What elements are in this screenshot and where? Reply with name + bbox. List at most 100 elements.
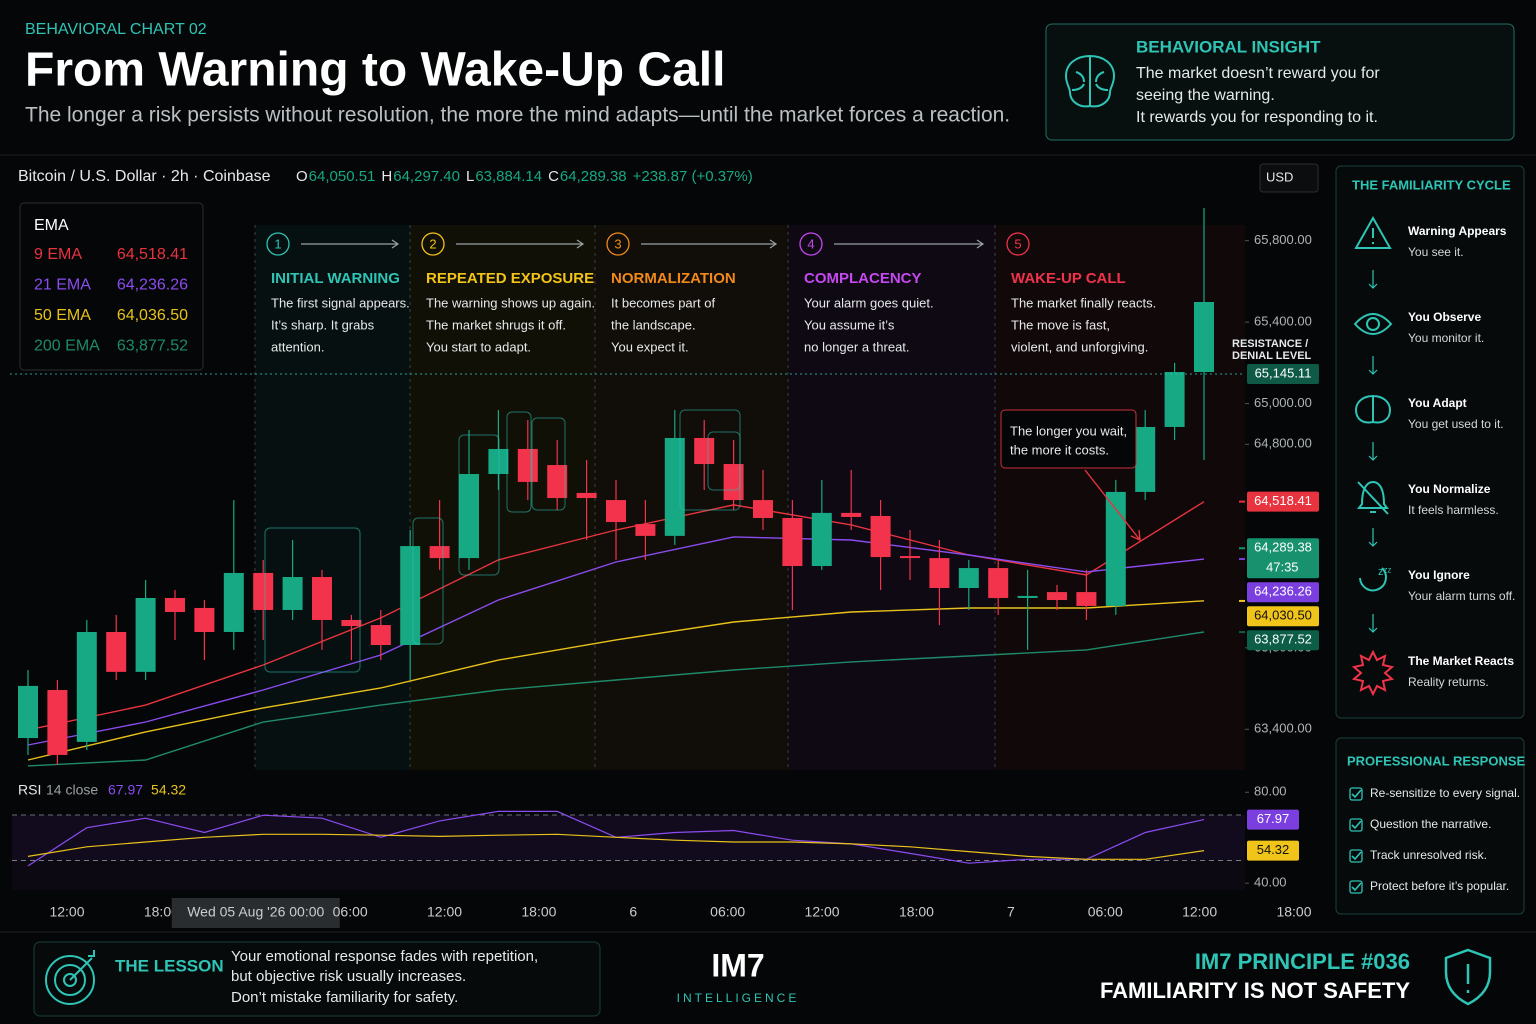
phase-number: 1 xyxy=(274,236,281,251)
warning-icon xyxy=(1354,215,1392,249)
resistance-tag-label: 65,145.11 xyxy=(1255,365,1312,380)
x-tick-label: 12:00 xyxy=(49,904,84,920)
checkbox xyxy=(1349,880,1363,894)
phase-number: 2 xyxy=(429,236,436,251)
ohlc-key: O xyxy=(296,168,308,185)
phase-zone xyxy=(255,225,410,770)
burst-icon xyxy=(1351,649,1395,697)
phase-text: attention. xyxy=(271,339,325,354)
cycle-arrow xyxy=(1368,356,1378,375)
checkbox xyxy=(1349,849,1363,863)
rsi-panel xyxy=(12,860,1245,890)
highlight-box xyxy=(506,411,532,513)
phase-title: INITIAL WARNING xyxy=(271,270,400,287)
ohlc-value: 64,289.38 xyxy=(560,168,627,185)
legend-value: 64,518.41 xyxy=(117,246,188,263)
phase-number-circle xyxy=(421,232,445,256)
rsi-tag xyxy=(1247,840,1299,861)
candle-body xyxy=(1076,592,1097,606)
phase-arrow xyxy=(641,239,778,249)
candle-body xyxy=(459,474,479,559)
candle-body xyxy=(429,546,450,559)
candle-body xyxy=(341,619,362,627)
cycle-step-text: You see it. xyxy=(1408,245,1464,259)
callout-box xyxy=(1000,409,1137,469)
cycle-step-text: You get used to it. xyxy=(1408,417,1504,431)
candle-body xyxy=(47,689,68,755)
phase-text: the landscape. xyxy=(611,317,696,332)
ema-line xyxy=(27,600,1205,761)
symbol: Bitcoin / U.S. Dollar · 2h · Coinbase xyxy=(18,168,271,185)
x-tick-label: 06:00 xyxy=(710,904,745,920)
candle-body xyxy=(106,631,127,672)
currency: USD xyxy=(1266,169,1293,184)
phase-number: 5 xyxy=(1014,236,1021,251)
candle-body xyxy=(165,597,185,613)
legend-name: 9 EMA xyxy=(34,246,82,263)
cycle-step-text: It feels harmless. xyxy=(1408,503,1499,517)
x-tick-label: 06:00 xyxy=(333,904,368,920)
candle-body xyxy=(135,597,156,672)
phase-text: The market shrugs it off. xyxy=(426,317,566,332)
price-tag-label: 64,236.26 xyxy=(1254,584,1312,599)
lesson-line: Your emotional response fades with repet… xyxy=(231,948,538,965)
x-tick-label: 18:00 xyxy=(899,904,934,920)
x-tick-label: Wed 05 Aug '26 00:00 xyxy=(187,904,324,920)
candle-body xyxy=(18,685,38,739)
phase-arrow xyxy=(301,239,400,249)
ohlc-value: 64,050.51 xyxy=(309,168,376,185)
candle-body xyxy=(253,572,274,610)
price-tag-label: 64,289.38 xyxy=(1254,540,1312,555)
change: +238.87 (+0.37%) xyxy=(633,168,753,185)
sleep-icon xyxy=(1359,567,1387,592)
currency-box xyxy=(1259,163,1319,193)
rsi-line xyxy=(27,833,1205,860)
x-label-highlight xyxy=(171,898,340,928)
highlight-box xyxy=(458,434,500,576)
price-tag-label: 64,030.50 xyxy=(1254,608,1312,623)
y-tick-label: 65,000.00 xyxy=(1254,395,1312,410)
target-icon xyxy=(45,950,95,1005)
phase-title: REPEATED EXPOSURE xyxy=(426,270,594,287)
price-tag xyxy=(1247,538,1319,579)
candle-body xyxy=(723,464,744,501)
subtitle: The longer a risk persists without resol… xyxy=(25,104,1010,127)
price-tag xyxy=(1247,491,1319,512)
candle-body xyxy=(1164,372,1185,427)
x-tick-label: 18:00 xyxy=(1276,904,1311,920)
rsi-tick-label: 80.00 xyxy=(1254,784,1287,799)
lesson-line: but objective risk usually increases. xyxy=(231,968,466,985)
response-item: Re-sensitize to every signal. xyxy=(1370,786,1520,800)
candle-body xyxy=(664,437,685,536)
callout-text: The longer you wait, xyxy=(1010,423,1127,438)
highlight-box xyxy=(531,417,566,511)
brain-icon xyxy=(1064,54,1116,108)
cycle-step-text: You monitor it. xyxy=(1408,331,1484,345)
checkmark xyxy=(1351,851,1362,861)
candle-body xyxy=(958,568,979,589)
cycle-step-title: The Market Reacts xyxy=(1408,654,1514,668)
candle-body xyxy=(1194,301,1214,373)
insight-line: seeing the warning. xyxy=(1136,87,1275,104)
phase-text: The move is fast, xyxy=(1011,317,1110,332)
shield-icon xyxy=(1444,948,1492,1006)
checkbox xyxy=(1349,818,1363,832)
price-tag-label: 63,877.52 xyxy=(1254,632,1312,647)
phase-number-circle xyxy=(266,232,290,256)
candle-body xyxy=(841,512,862,517)
legend-name: 50 EMA xyxy=(34,307,91,324)
resistance-label: DENIAL LEVEL xyxy=(1232,350,1312,362)
phase-text: It becomes part of xyxy=(611,295,715,310)
cycle-step-title: You Observe xyxy=(1408,310,1481,324)
phase-text: violent, and unforgiving. xyxy=(1011,339,1148,354)
cycle-step-title: You Adapt xyxy=(1408,396,1467,410)
candle-body xyxy=(811,512,832,567)
checkbox xyxy=(1349,787,1363,801)
phase-text: You start to adapt. xyxy=(426,339,531,354)
cycle-panel xyxy=(1335,165,1525,719)
lesson-line: Don’t mistake familiarity for safety. xyxy=(231,989,458,1006)
phase-text: It’s sharp. It grabs xyxy=(271,317,375,332)
lesson-title: THE LESSON xyxy=(115,956,224,975)
cycle-step-text: Reality returns. xyxy=(1408,675,1489,689)
